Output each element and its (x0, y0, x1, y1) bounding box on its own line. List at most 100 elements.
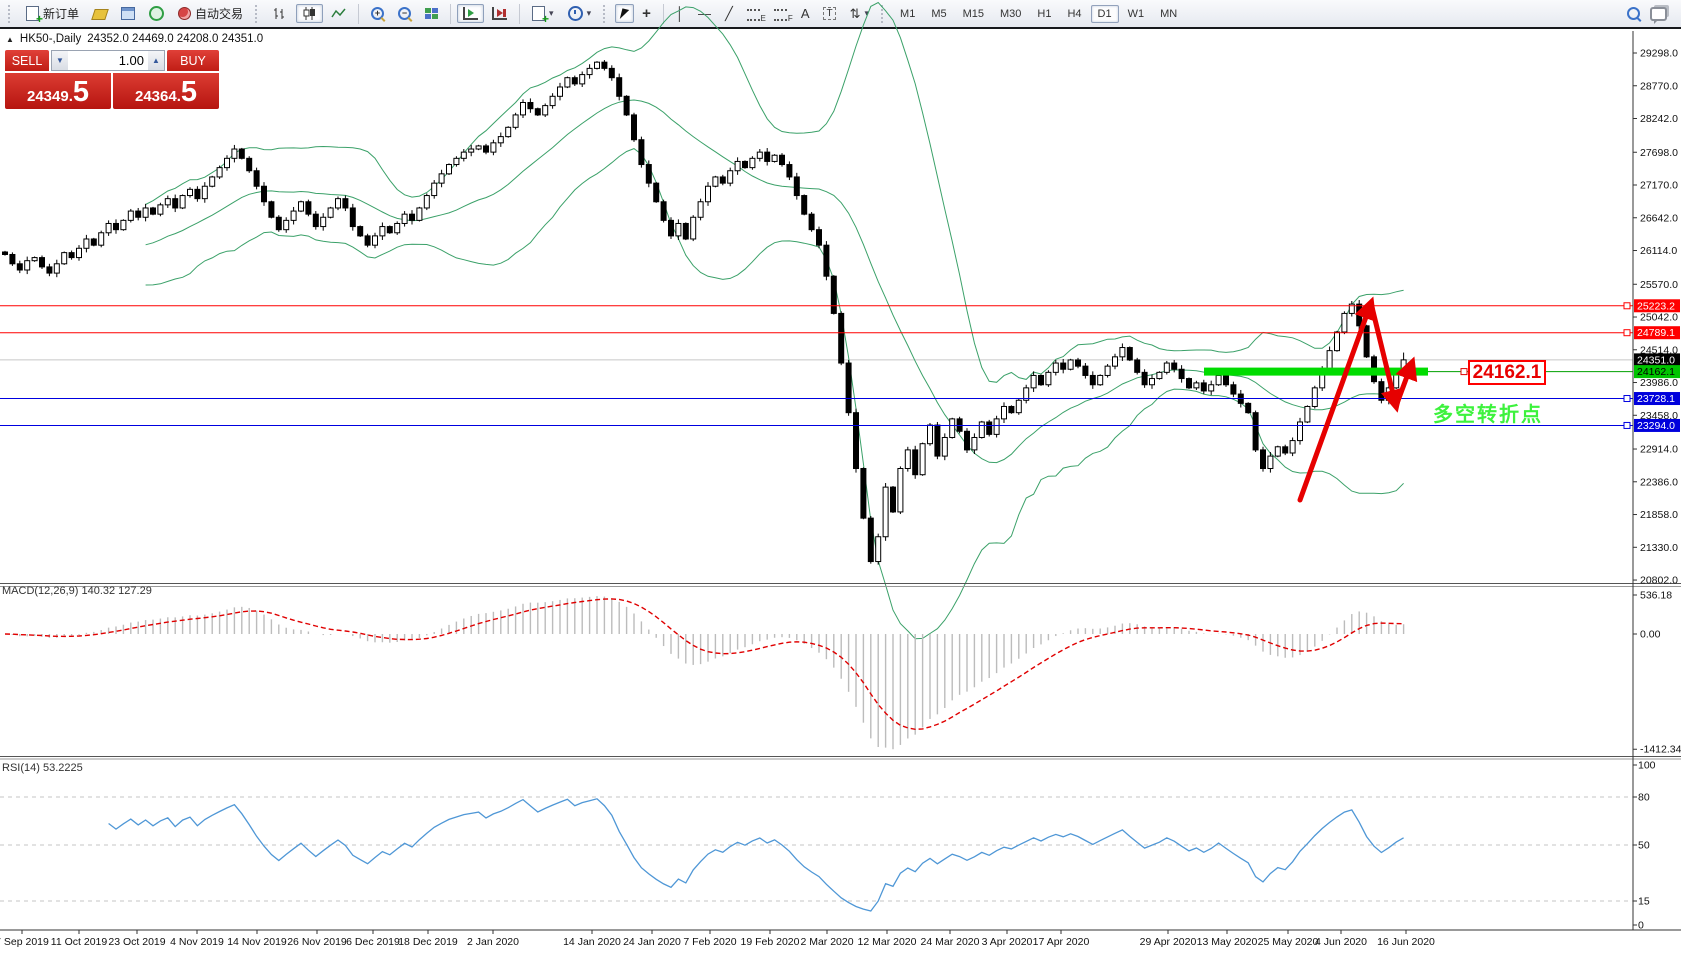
svg-text:6 Dec 2019: 6 Dec 2019 (346, 936, 400, 948)
chat-icon[interactable] (1650, 6, 1667, 24)
period-dropdown[interactable]: ▾ (562, 3, 598, 24)
trend-arrow (1368, 300, 1404, 413)
bar-chart-button[interactable] (267, 4, 294, 23)
text-label-tool-button[interactable]: T (817, 4, 841, 23)
chart-ohlc-values: 24352.0 24469.0 24208.0 24351.0 (87, 33, 264, 45)
zoom-out-button[interactable]: − (392, 4, 417, 23)
line-anchor (1460, 368, 1468, 376)
buy-button[interactable]: BUY (167, 50, 219, 71)
timeframe-m1-button[interactable]: M1 (900, 7, 916, 20)
timeframe-m5-button[interactable]: M5 (931, 7, 947, 20)
toolbar-grip (603, 4, 609, 23)
window-marker-icon: ▲ (6, 34, 14, 44)
chevron-down-icon: ▾ (549, 8, 554, 18)
svg-text:7 Feb 2020: 7 Feb 2020 (683, 936, 736, 948)
text-tool-button[interactable]: A (795, 4, 816, 23)
svg-text:7 Sep 2019: 7 Sep 2019 (0, 936, 49, 948)
svg-text:3 Apr 2020: 3 Apr 2020 (982, 936, 1033, 948)
new-order-icon (26, 6, 43, 26)
fibonacci-icon: F (773, 9, 793, 23)
line-anchor (1623, 421, 1631, 429)
rsi-line (108, 798, 1404, 912)
timeframe-mn-button[interactable]: MN (1160, 7, 1178, 20)
trendline-tool-button[interactable]: ╱ (719, 4, 739, 23)
search-icon[interactable] (1627, 7, 1640, 20)
svg-text:24514.0: 24514.0 (1640, 344, 1678, 356)
svg-text:25570.0: 25570.0 (1640, 279, 1678, 291)
navigator-button[interactable] (143, 3, 170, 24)
svg-text:24162.1: 24162.1 (1637, 366, 1675, 378)
arrows-dropdown[interactable]: ⇅ ▾ (844, 4, 875, 23)
svg-text:14 Nov 2019: 14 Nov 2019 (227, 936, 287, 948)
timeframe-h1-button[interactable]: H1 (1037, 7, 1052, 20)
new-order-button[interactable]: 新订单 (20, 2, 85, 26)
svg-text:18 Dec 2019: 18 Dec 2019 (398, 936, 458, 948)
toolbar-grip (881, 4, 887, 23)
buy-price-main: 24364. (134, 88, 181, 105)
trendline-icon: ╱ (724, 6, 733, 21)
svg-text:23728.1: 23728.1 (1637, 393, 1675, 405)
volume-decrease-button[interactable]: ▼ (52, 51, 68, 70)
svg-text:23294.0: 23294.0 (1637, 420, 1675, 432)
timeframe-w1-button[interactable]: W1 (1127, 7, 1145, 20)
chart-shift-button[interactable] (486, 4, 513, 23)
sell-price[interactable]: 24349. 5 (5, 73, 111, 109)
rsi-value: 53.2225 (42, 762, 83, 774)
svg-text:22386.0: 22386.0 (1640, 476, 1678, 488)
candlestick-chart-button[interactable] (296, 4, 324, 23)
bar-chart-icon (274, 8, 285, 19)
svg-text:29298.0: 29298.0 (1640, 48, 1678, 60)
svg-text:25 May 2020: 25 May 2020 (1258, 936, 1319, 948)
turning-point-annotation[interactable]: 多空转折点 (1433, 404, 1543, 426)
new-order-label: 新订单 (43, 7, 80, 21)
buy-price[interactable]: 24364. 5 (113, 73, 219, 109)
autotrading-button[interactable]: 自动交易 (172, 2, 249, 25)
svg-text:23458.0: 23458.0 (1640, 410, 1678, 422)
timeframe-d1-button[interactable]: D1 (1090, 4, 1119, 23)
autotrading-label: 自动交易 (195, 7, 244, 21)
timeframe-m30-button[interactable]: M30 (1000, 7, 1022, 20)
svg-text:25223.2: 25223.2 (1637, 300, 1675, 312)
svg-text:28242.0: 28242.0 (1640, 113, 1678, 125)
channel-tool-button[interactable]: E (741, 3, 766, 24)
crosshair-tool-button[interactable]: + (636, 3, 657, 24)
svg-text:19 Feb 2020: 19 Feb 2020 (741, 936, 800, 948)
vertical-line-icon: │ (675, 6, 684, 21)
macd-title: MACD(12,26,9) (2, 585, 79, 597)
clock-icon (567, 6, 583, 21)
timeframe-m15-button[interactable]: M15 (962, 7, 984, 20)
svg-text:27698.0: 27698.0 (1640, 147, 1678, 159)
sell-button[interactable]: SELL (5, 50, 49, 71)
timeframe-h4-button[interactable]: H4 (1067, 7, 1082, 20)
data-window-button[interactable] (115, 4, 141, 23)
trend-arrow (1393, 356, 1418, 409)
line-chart-icon (331, 8, 346, 18)
tile-windows-button[interactable] (419, 5, 444, 22)
volume-input[interactable] (68, 51, 148, 70)
svg-text:21330.0: 21330.0 (1640, 542, 1678, 554)
macd-values: 140.32 127.29 (81, 585, 152, 597)
fibonacci-tool-button[interactable]: F (768, 3, 793, 24)
new-chart-dropdown[interactable]: ▾ (526, 3, 560, 26)
zoom-in-button[interactable]: + (365, 4, 390, 23)
price-level-callout[interactable]: 24162.1 (1468, 360, 1546, 385)
one-click-trading-panel: SELL ▼ ▲ BUY 24349.5 24364.5 (5, 50, 219, 109)
text-label-icon: T (823, 7, 836, 20)
toolbar-grip (255, 4, 261, 23)
svg-text:24 Jan 2020: 24 Jan 2020 (623, 936, 681, 948)
cursor-tool-button[interactable] (615, 4, 635, 23)
vertical-line-tool-button[interactable]: │ (670, 4, 690, 23)
volume-increase-button[interactable]: ▲ (148, 51, 164, 70)
auto-scroll-button[interactable] (457, 4, 485, 23)
crosshair-icon: + (642, 5, 651, 22)
line-chart-button[interactable] (325, 4, 352, 23)
svg-text:15: 15 (1638, 896, 1650, 908)
svg-text:26 Nov 2019: 26 Nov 2019 (287, 936, 347, 948)
chart-title: ▲ HK50-,Daily 24352.0 24469.0 24208.0 24… (6, 33, 263, 45)
buy-price-fraction: 5 (180, 76, 198, 108)
svg-text:23986.0: 23986.0 (1640, 377, 1678, 389)
svg-text:27170.0: 27170.0 (1640, 180, 1678, 192)
tile-windows-icon (425, 8, 439, 19)
